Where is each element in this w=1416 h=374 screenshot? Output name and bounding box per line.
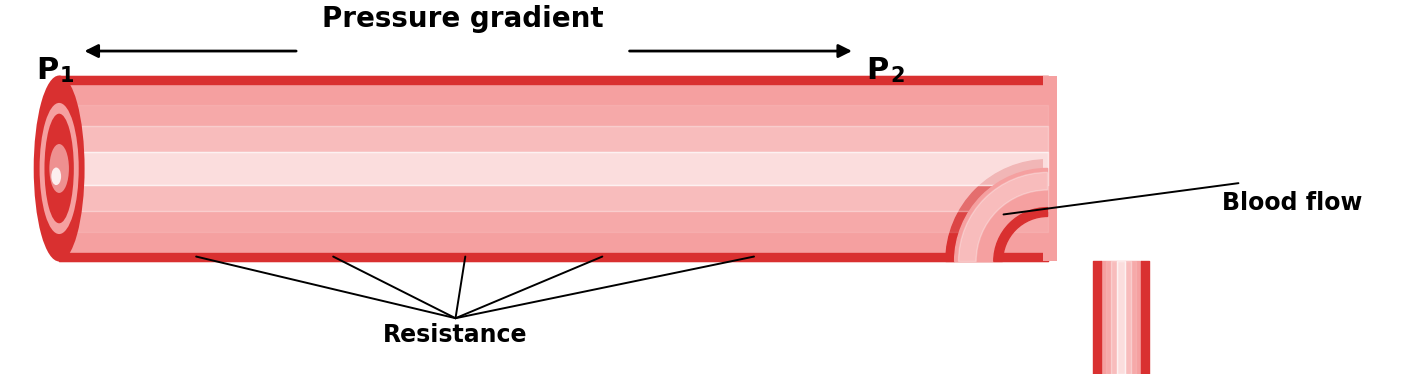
Text: P: P xyxy=(867,56,889,85)
Text: Resistance: Resistance xyxy=(384,323,528,347)
Ellipse shape xyxy=(40,103,79,234)
Wedge shape xyxy=(959,172,1048,261)
Wedge shape xyxy=(994,208,1048,261)
Bar xyxy=(1042,76,1058,261)
Text: 2: 2 xyxy=(891,66,905,86)
Ellipse shape xyxy=(50,144,69,193)
Text: Blood flow: Blood flow xyxy=(1222,191,1362,215)
Text: 1: 1 xyxy=(59,66,75,86)
Wedge shape xyxy=(946,160,1048,261)
Text: Pressure gradient: Pressure gradient xyxy=(321,6,603,33)
Ellipse shape xyxy=(51,168,61,185)
Text: P: P xyxy=(37,56,59,85)
Ellipse shape xyxy=(44,114,74,223)
Wedge shape xyxy=(954,168,1048,261)
Ellipse shape xyxy=(34,76,85,261)
